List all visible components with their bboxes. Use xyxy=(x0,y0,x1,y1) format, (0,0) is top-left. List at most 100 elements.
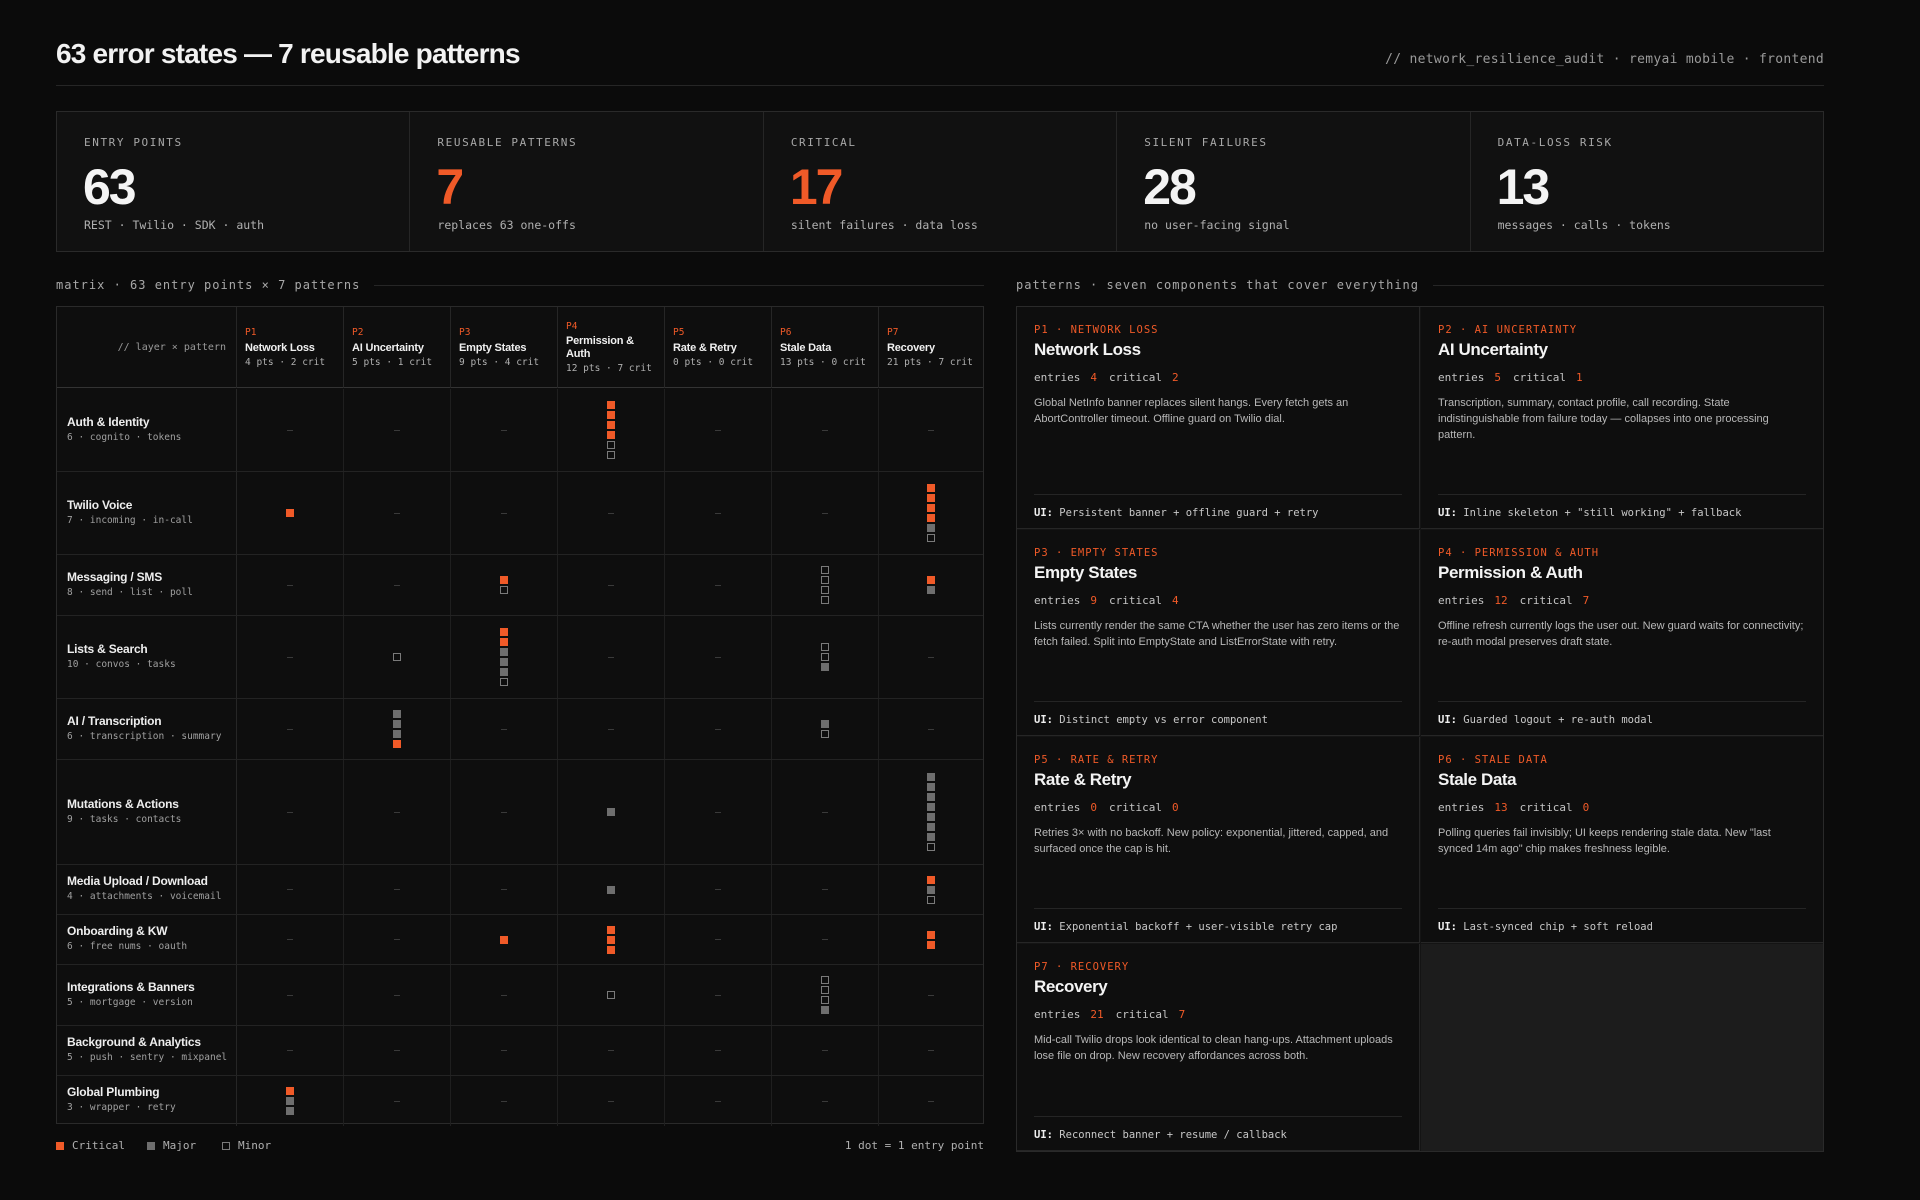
matrix-cell[interactable] xyxy=(344,760,451,864)
matrix-cell[interactable] xyxy=(558,472,665,554)
card-code: P2 · AI UNCERTAINTY xyxy=(1438,324,1578,336)
matrix-cell[interactable] xyxy=(665,472,772,554)
matrix-cell[interactable] xyxy=(558,616,665,698)
matrix-cell[interactable] xyxy=(879,965,983,1025)
matrix-cell[interactable] xyxy=(665,699,772,759)
matrix-cell[interactable] xyxy=(558,699,665,759)
matrix-cell[interactable] xyxy=(344,389,451,471)
matrix-cell[interactable] xyxy=(451,915,558,964)
matrix-cell[interactable] xyxy=(665,965,772,1025)
matrix-cell[interactable] xyxy=(879,699,983,759)
pattern-card-p5[interactable]: P5 · RATE & RETRY Rate & Retry entries 0 cri… xyxy=(1017,737,1420,943)
matrix-cell[interactable] xyxy=(451,616,558,698)
matrix-cell[interactable] xyxy=(665,760,772,864)
matrix-cell[interactable] xyxy=(451,865,558,914)
matrix-cell[interactable] xyxy=(665,915,772,964)
matrix-cell[interactable] xyxy=(237,1026,344,1075)
matrix-cell[interactable] xyxy=(772,555,879,615)
matrix-cell[interactable] xyxy=(665,1026,772,1075)
critical-label: critical xyxy=(1519,594,1573,607)
pattern-card-p1[interactable]: P1 · NETWORK LOSS Network Loss entries 4 cri… xyxy=(1017,307,1420,529)
matrix-cell[interactable] xyxy=(772,865,879,914)
matrix-cell[interactable] xyxy=(665,555,772,615)
matrix-cell[interactable] xyxy=(665,1076,772,1126)
matrix-cell[interactable] xyxy=(879,555,983,615)
matrix-cell[interactable] xyxy=(344,699,451,759)
ui-label: UI: xyxy=(1034,714,1053,726)
matrix-row: Messaging / SMS 8 · send · list · poll xyxy=(57,555,983,616)
column-header-p1[interactable]: P1 Network Loss 4 pts · 2 crit xyxy=(237,307,344,388)
matrix-cell[interactable] xyxy=(665,389,772,471)
matrix-cell[interactable] xyxy=(451,472,558,554)
matrix-cell[interactable] xyxy=(772,965,879,1025)
matrix-cell[interactable] xyxy=(237,472,344,554)
matrix-cell[interactable] xyxy=(344,865,451,914)
matrix-cell[interactable] xyxy=(558,865,665,914)
matrix-cell[interactable] xyxy=(237,1076,344,1126)
matrix-cell[interactable] xyxy=(558,965,665,1025)
card-description: Polling queries fail invisibly; UI keeps… xyxy=(1438,827,1771,855)
matrix-cell[interactable] xyxy=(344,555,451,615)
matrix-cell[interactable] xyxy=(558,1026,665,1075)
matrix-cell[interactable] xyxy=(879,760,983,864)
matrix-cell[interactable] xyxy=(665,865,772,914)
matrix-cell[interactable] xyxy=(665,616,772,698)
matrix-cell[interactable] xyxy=(772,915,879,964)
matrix-cell[interactable] xyxy=(772,1076,879,1126)
matrix-cell[interactable] xyxy=(879,616,983,698)
matrix-cell[interactable] xyxy=(772,1026,879,1075)
matrix-cell[interactable] xyxy=(772,616,879,698)
matrix-cell[interactable] xyxy=(344,472,451,554)
matrix-cell[interactable] xyxy=(451,555,558,615)
matrix-cell[interactable] xyxy=(451,1076,558,1126)
matrix-cell[interactable] xyxy=(344,1076,451,1126)
matrix-cell[interactable] xyxy=(558,1076,665,1126)
matrix-cell[interactable] xyxy=(237,965,344,1025)
matrix-cell[interactable] xyxy=(344,1026,451,1075)
matrix-cell[interactable] xyxy=(558,389,665,471)
matrix-cell[interactable] xyxy=(879,1026,983,1075)
matrix-cell[interactable] xyxy=(451,760,558,864)
column-header-p7[interactable]: P7 Recovery 21 pts · 7 crit xyxy=(879,307,983,388)
matrix-cell[interactable] xyxy=(558,555,665,615)
matrix-cell[interactable] xyxy=(237,760,344,864)
column-header-p2[interactable]: P2 AI Uncertainty 5 pts · 1 crit xyxy=(344,307,451,388)
matrix-cell[interactable] xyxy=(772,389,879,471)
matrix-cell[interactable] xyxy=(772,472,879,554)
pattern-card-p6[interactable]: P6 · STALE DATA Stale Data entries 13 critic… xyxy=(1421,737,1823,943)
matrix-cell[interactable] xyxy=(237,555,344,615)
matrix-cell[interactable] xyxy=(451,389,558,471)
matrix-cell[interactable] xyxy=(237,699,344,759)
matrix-cell[interactable] xyxy=(558,915,665,964)
pattern-card-p4[interactable]: P4 · PERMISSION & AUTH Permission & Auth e… xyxy=(1421,530,1823,736)
column-header-p6[interactable]: P6 Stale Data 13 pts · 0 crit xyxy=(772,307,879,388)
matrix-cell[interactable] xyxy=(879,472,983,554)
matrix-cell[interactable] xyxy=(558,760,665,864)
empty-dash xyxy=(608,584,614,586)
matrix-cell[interactable] xyxy=(772,699,879,759)
matrix-cell[interactable] xyxy=(879,389,983,471)
column-header-p4[interactable]: P4 Permission & Auth 12 pts · 7 crit xyxy=(558,307,665,388)
column-header-p5[interactable]: P5 Rate & Retry 0 pts · 0 crit xyxy=(665,307,772,388)
column-header-p3[interactable]: P3 Empty States 9 pts · 4 crit xyxy=(451,307,558,388)
major-dot xyxy=(286,1107,294,1115)
pattern-card-p2[interactable]: P2 · AI UNCERTAINTY AI Uncertainty entries… xyxy=(1421,307,1823,529)
matrix-cell[interactable] xyxy=(451,965,558,1025)
matrix-cell[interactable] xyxy=(344,616,451,698)
matrix-cell[interactable] xyxy=(344,965,451,1025)
crit-dot xyxy=(393,740,401,748)
matrix-cell[interactable] xyxy=(772,760,879,864)
matrix-cell[interactable] xyxy=(237,865,344,914)
matrix-cell[interactable] xyxy=(344,915,451,964)
matrix-cell[interactable] xyxy=(879,865,983,914)
matrix-cell[interactable] xyxy=(451,1026,558,1075)
matrix-cell[interactable] xyxy=(451,699,558,759)
matrix-cell[interactable] xyxy=(237,616,344,698)
matrix-cell[interactable] xyxy=(879,915,983,964)
empty-dash xyxy=(287,811,293,813)
matrix-cell[interactable] xyxy=(237,389,344,471)
pattern-card-p3[interactable]: P3 · EMPTY STATES Empty States entries 9 cri… xyxy=(1017,530,1420,736)
matrix-cell[interactable] xyxy=(237,915,344,964)
pattern-card-p7[interactable]: P7 · RECOVERY Recovery entries 21 critical 7 M… xyxy=(1017,944,1420,1151)
matrix-cell[interactable] xyxy=(879,1076,983,1126)
